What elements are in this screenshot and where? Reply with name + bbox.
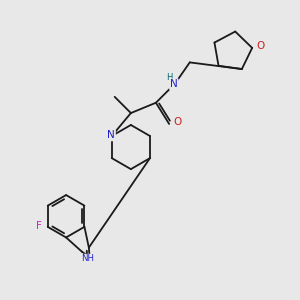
Text: O: O: [257, 41, 265, 51]
Text: N: N: [170, 79, 178, 89]
Text: F: F: [36, 221, 42, 231]
Text: H: H: [167, 73, 173, 82]
Text: NH: NH: [81, 254, 94, 263]
Text: O: O: [173, 118, 181, 128]
Text: N: N: [107, 130, 115, 140]
